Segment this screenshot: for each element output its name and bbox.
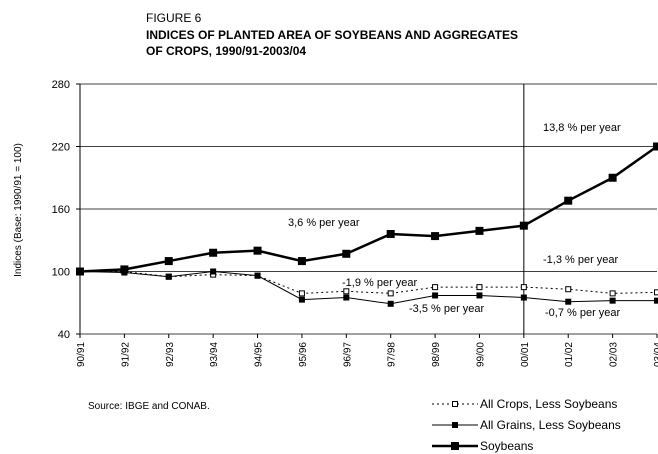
data-point	[298, 296, 305, 303]
data-point	[210, 268, 217, 275]
x-tick-label: 02/03	[609, 342, 620, 367]
data-point	[519, 221, 528, 230]
series-line	[79, 145, 658, 273]
y-tick-label: 100	[52, 267, 70, 279]
legend-marker	[452, 401, 458, 407]
data-point	[386, 230, 395, 238]
data-point	[476, 284, 483, 291]
x-tick-label: 91/92	[120, 342, 131, 367]
data-point	[209, 248, 218, 257]
data-point	[608, 173, 617, 182]
data-point	[609, 290, 616, 297]
data-point	[165, 273, 172, 280]
data-point	[164, 257, 173, 266]
data-point	[565, 298, 572, 305]
chart-title: OF CROPS, 1990/91-2003/04	[146, 44, 306, 58]
y-tick-label: 160	[52, 204, 70, 216]
x-tick-label: 93/94	[209, 342, 220, 367]
x-tick-label: 96/97	[342, 342, 353, 367]
x-tick-label: 99/00	[475, 342, 486, 367]
legend-label: Soybeans	[480, 439, 533, 453]
data-point	[431, 232, 440, 241]
data-point	[343, 294, 350, 301]
data-point	[298, 290, 305, 297]
x-tick-label: 01/02	[564, 342, 575, 367]
annotation: 13,8 % per year	[543, 122, 621, 134]
x-tick-label: 90/91	[76, 342, 87, 367]
data-point	[476, 292, 483, 299]
data-point	[432, 292, 439, 299]
y-tick-label: 280	[52, 79, 70, 91]
data-point	[565, 286, 572, 293]
x-tick-label: 03/04	[653, 342, 658, 367]
data-point	[520, 284, 527, 291]
data-point	[297, 257, 306, 266]
data-point	[76, 267, 84, 276]
legend-label: All Crops, Less Soybeans	[480, 397, 617, 411]
data-point	[120, 265, 129, 274]
source-note: Source: IBGE and CONAB.	[88, 401, 210, 412]
y-tick-label: 220	[52, 142, 70, 154]
x-tick-label: 00/01	[520, 342, 531, 367]
data-point	[254, 272, 261, 279]
data-point	[654, 297, 658, 304]
y-axis-label: Indices (Base: 1990/91 = 100)	[13, 143, 24, 277]
data-point	[654, 289, 658, 296]
data-point	[564, 196, 573, 205]
data-point	[387, 300, 394, 307]
x-tick-label: 94/95	[254, 342, 265, 367]
data-point	[253, 246, 262, 255]
chart-title: INDICES OF PLANTED AREA OF SOYBEANS AND …	[146, 28, 518, 42]
data-point	[609, 297, 616, 304]
annotation: -0,7 % per year	[545, 307, 621, 319]
data-point	[343, 288, 350, 295]
data-point	[432, 284, 439, 291]
legend-marker	[452, 422, 458, 428]
annotation: 3,6 % per year	[288, 217, 360, 229]
data-point	[387, 290, 394, 297]
data-point	[520, 294, 527, 301]
x-tick-label: 92/93	[165, 342, 176, 367]
data-point	[653, 142, 658, 151]
y-tick-label: 40	[58, 329, 70, 341]
x-tick-label: 95/96	[298, 342, 309, 367]
x-tick-label: 97/98	[387, 342, 398, 367]
figure-label: FIGURE 6	[146, 11, 202, 25]
data-point	[475, 226, 484, 235]
annotation: -3,5 % per year	[409, 303, 485, 315]
legend-label: All Grains, Less Soybeans	[480, 418, 621, 432]
data-point	[342, 249, 351, 258]
series-line	[80, 271, 658, 294]
x-tick-label: 98/99	[431, 342, 442, 367]
legend-marker	[451, 442, 459, 450]
annotation: -1,9 % per year	[342, 277, 418, 289]
series-line	[79, 270, 657, 305]
annotation: -1,3 % per year	[543, 254, 619, 266]
